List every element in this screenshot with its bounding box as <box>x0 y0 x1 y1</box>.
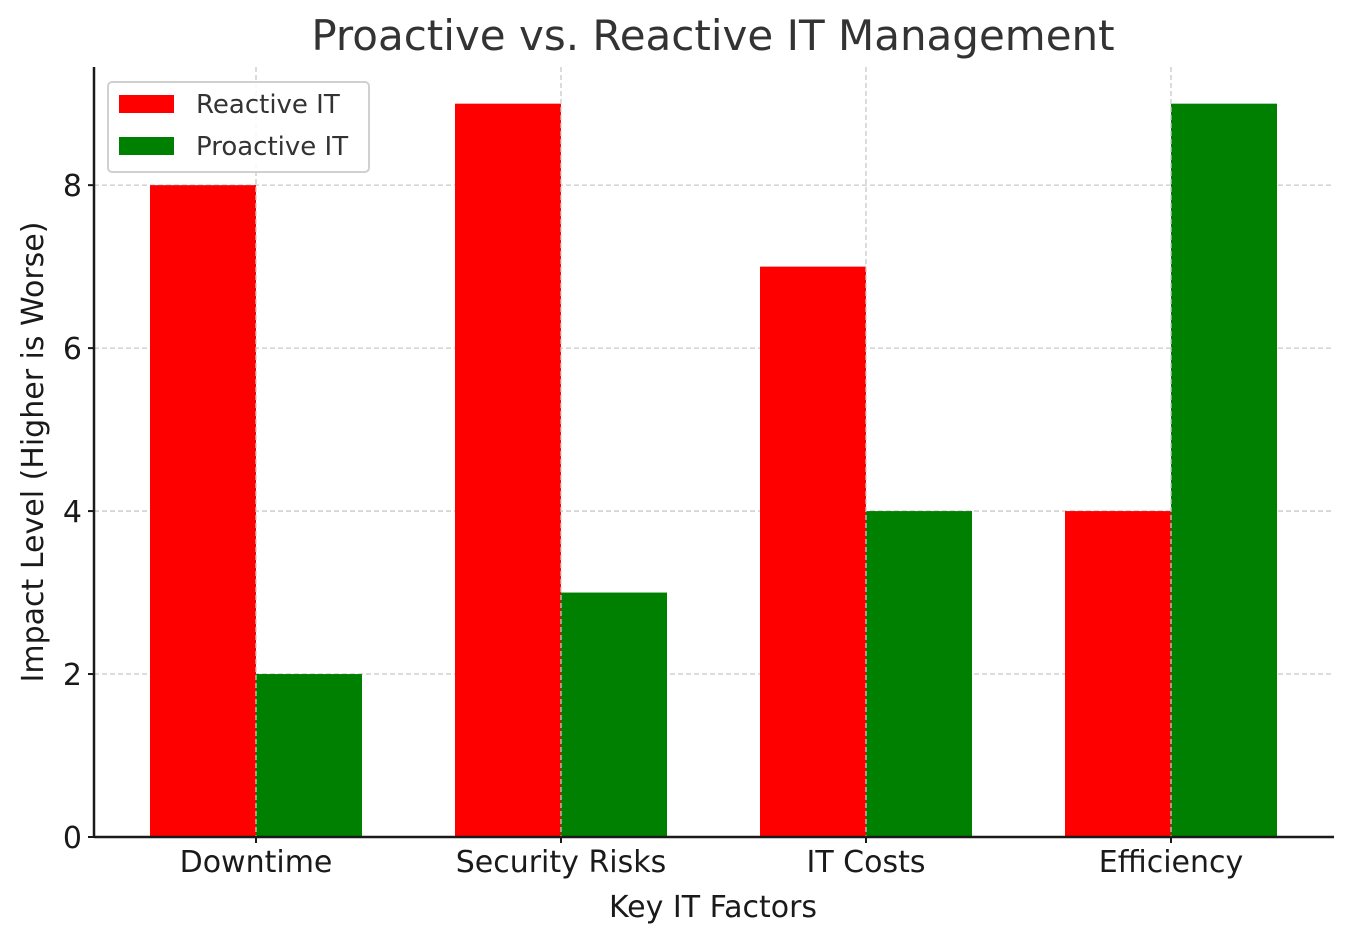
x-tick-label: Downtime <box>180 845 333 880</box>
y-tick-label: 8 <box>63 169 82 204</box>
bar-reactive-it-it-costs <box>760 266 866 837</box>
y-tick-label: 6 <box>63 332 82 367</box>
x-tick-labels: Downtime Security Risks IT Costs Efficiency <box>180 837 1244 880</box>
y-axis-label: Impact Level (Higher is Worse) <box>16 222 51 683</box>
y-tick-label: 2 <box>63 658 82 693</box>
axes <box>92 67 1334 839</box>
x-tick-label: Efficiency <box>1099 845 1244 880</box>
y-tick-label: 4 <box>63 495 82 530</box>
x-axis-label: Key IT Factors <box>609 890 817 925</box>
legend-swatch <box>119 137 174 155</box>
y-tick-label: 0 <box>63 821 82 856</box>
legend-label: Reactive IT <box>196 90 340 120</box>
bar-proactive-it-security-risks <box>561 592 667 837</box>
legend-label: Proactive IT <box>196 132 348 162</box>
x-tick-label: IT Costs <box>806 845 925 880</box>
bar-reactive-it-efficiency <box>1065 511 1171 837</box>
bars <box>150 103 1277 838</box>
bar-proactive-it-downtime <box>256 674 362 837</box>
vertical-grid <box>255 67 1172 837</box>
bar-reactive-it-downtime <box>150 185 256 838</box>
legend-swatch <box>119 95 174 113</box>
bar-reactive-it-security-risks <box>455 103 561 837</box>
x-tick-label: Security Risks <box>456 845 667 880</box>
chart-title: Proactive vs. Reactive IT Management <box>311 11 1114 60</box>
legend: Reactive IT Proactive IT <box>107 81 370 173</box>
y-tick-labels: 0 2 4 6 8 <box>63 169 94 856</box>
bar-proactive-it-efficiency <box>1171 103 1277 837</box>
bar-proactive-it-it-costs <box>866 511 972 837</box>
